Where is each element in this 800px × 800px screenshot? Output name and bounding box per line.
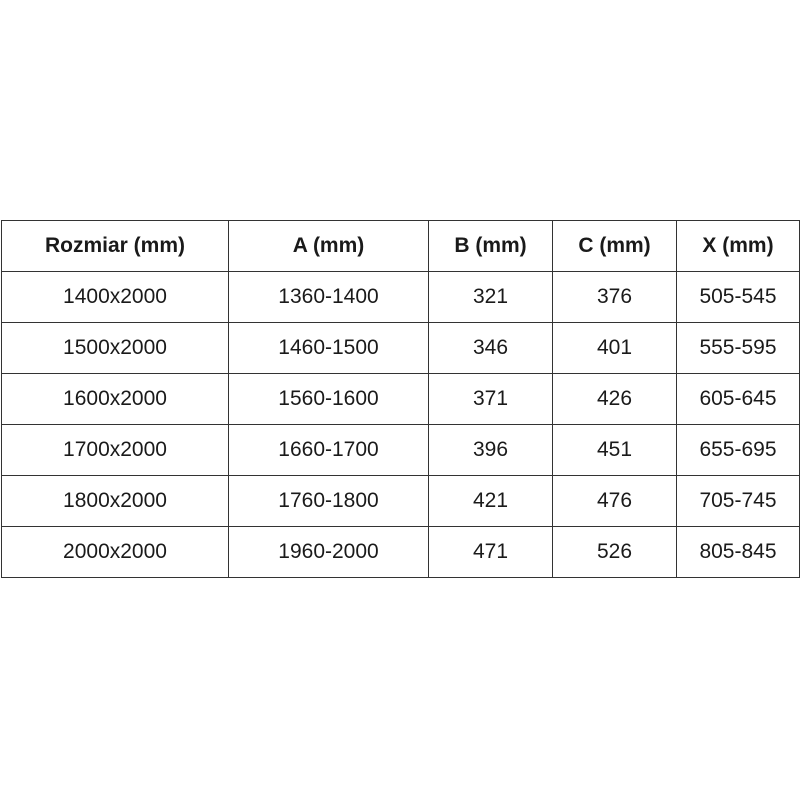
table-cell: 396 <box>428 424 553 476</box>
header-cell: X (mm) <box>676 220 800 272</box>
dimensions-table: Rozmiar (mm) A (mm) B (mm) C (mm) X (mm)… <box>1 220 800 578</box>
table-cell: 346 <box>428 322 553 374</box>
table-cell: 526 <box>552 526 677 578</box>
table-cell: 1500x2000 <box>1 322 229 374</box>
table-cell: 426 <box>552 373 677 425</box>
table-cell: 471 <box>428 526 553 578</box>
table-row: 1800x2000 1760-1800 421 476 705-745 <box>1 475 800 527</box>
table-cell: 321 <box>428 271 553 323</box>
header-cell: C (mm) <box>552 220 677 272</box>
table-cell: 1560-1600 <box>228 373 429 425</box>
table-cell: 371 <box>428 373 553 425</box>
table-row: 1600x2000 1560-1600 371 426 605-645 <box>1 373 800 425</box>
table-cell: 2000x2000 <box>1 526 229 578</box>
header-cell: A (mm) <box>228 220 429 272</box>
table-cell: 451 <box>552 424 677 476</box>
table-cell: 505-545 <box>676 271 800 323</box>
table-cell: 376 <box>552 271 677 323</box>
table-row: 1400x2000 1360-1400 321 376 505-545 <box>1 271 800 323</box>
table-cell: 421 <box>428 475 553 527</box>
header-cell: Rozmiar (mm) <box>1 220 229 272</box>
table-cell: 1960-2000 <box>228 526 429 578</box>
table-cell: 1800x2000 <box>1 475 229 527</box>
table-cell: 1600x2000 <box>1 373 229 425</box>
table-cell: 555-595 <box>676 322 800 374</box>
table-cell: 476 <box>552 475 677 527</box>
table-cell: 1760-1800 <box>228 475 429 527</box>
table-cell: 1700x2000 <box>1 424 229 476</box>
table-cell: 605-645 <box>676 373 800 425</box>
table-row: 2000x2000 1960-2000 471 526 805-845 <box>1 526 800 578</box>
table-cell: 1360-1400 <box>228 271 429 323</box>
table-cell: 1460-1500 <box>228 322 429 374</box>
table-cell: 1400x2000 <box>1 271 229 323</box>
header-cell: B (mm) <box>428 220 553 272</box>
table-cell: 705-745 <box>676 475 800 527</box>
table-row: 1700x2000 1660-1700 396 451 655-695 <box>1 424 800 476</box>
table-cell: 1660-1700 <box>228 424 429 476</box>
header-row: Rozmiar (mm) A (mm) B (mm) C (mm) X (mm) <box>1 220 800 272</box>
table-cell: 655-695 <box>676 424 800 476</box>
table-cell: 401 <box>552 322 677 374</box>
table-cell: 805-845 <box>676 526 800 578</box>
table-row: 1500x2000 1460-1500 346 401 555-595 <box>1 322 800 374</box>
